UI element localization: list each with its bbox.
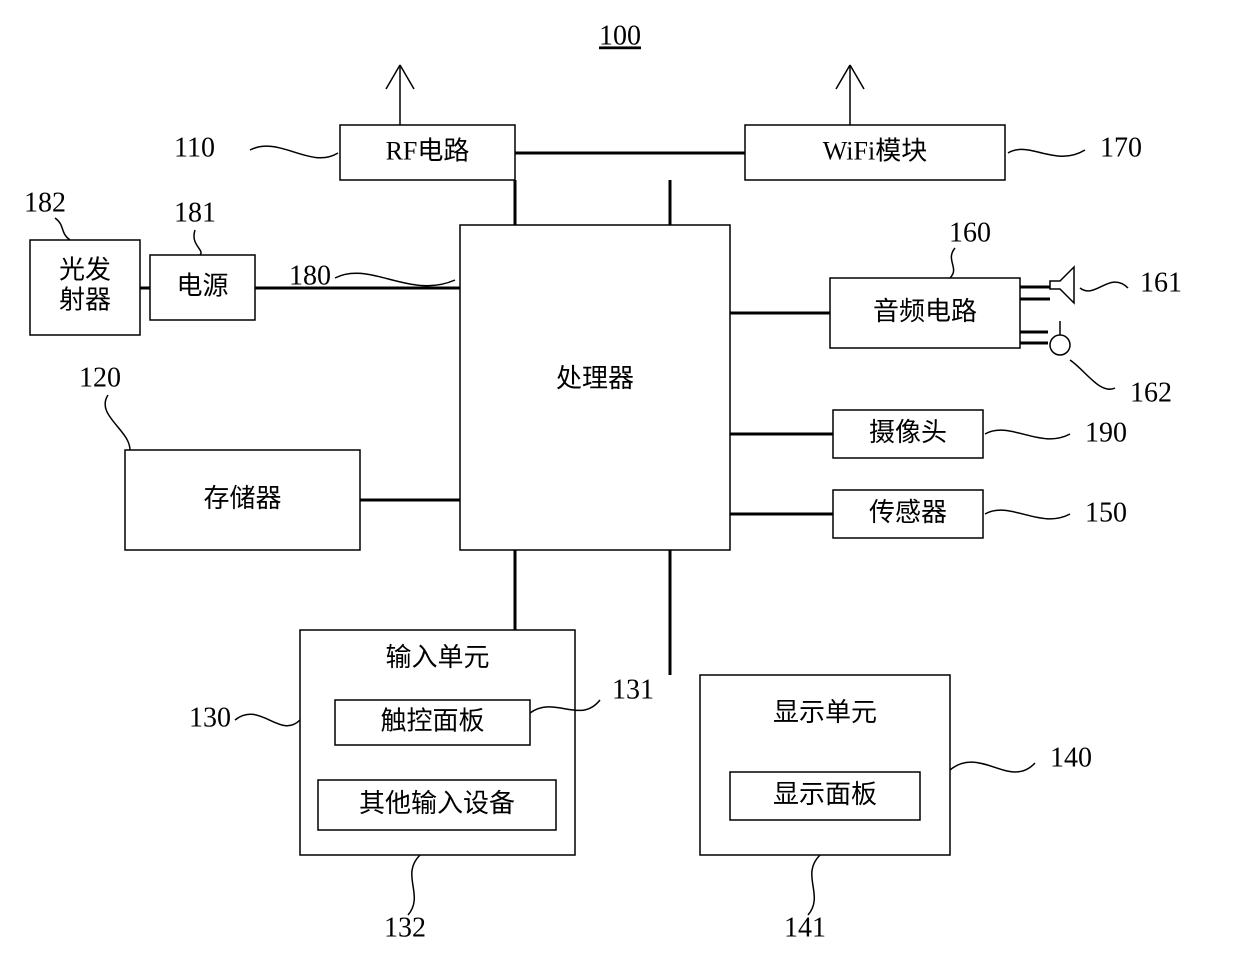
leader-l170 <box>1008 149 1085 156</box>
ref-170: 170 <box>1100 132 1142 163</box>
label-audio: 音频电路 <box>873 297 977 326</box>
ref-190: 190 <box>1085 417 1127 448</box>
figure-ref-100: 100 <box>599 20 641 51</box>
block-wifi: WiFi模块 <box>745 125 1005 180</box>
antenna-arm-l-rf <box>386 65 400 89</box>
block-processor: 处理器 <box>460 225 730 550</box>
label-camera: 摄像头 <box>869 418 947 447</box>
leader-l141 <box>808 855 820 915</box>
block-power: 电源 <box>150 255 255 320</box>
ref-161: 161 <box>1140 267 1182 298</box>
ref-162: 162 <box>1130 377 1172 408</box>
label-other_input: 其他输入设备 <box>359 789 515 818</box>
label-power: 电源 <box>176 271 228 300</box>
label-display_panel: 显示面板 <box>773 780 877 809</box>
ref-180: 180 <box>289 260 331 291</box>
label-processor: 处理器 <box>556 364 634 393</box>
antenna-arm-l-wifi <box>836 65 850 89</box>
ref-182: 182 <box>24 187 66 218</box>
ref-130: 130 <box>189 702 231 733</box>
ref-140: 140 <box>1050 742 1092 773</box>
leader-l181 <box>194 230 201 255</box>
block-audio: 音频电路 <box>830 278 1020 348</box>
block-touch_panel: 触控面板 <box>335 700 530 745</box>
ref-150: 150 <box>1085 497 1127 528</box>
ref-131: 131 <box>612 674 654 705</box>
antenna-arm-r-wifi <box>850 65 864 89</box>
leader-l150 <box>985 510 1070 519</box>
label-display_unit: 显示单元 <box>773 698 877 727</box>
block-emitter: 光发射器 <box>30 240 140 335</box>
ref-132: 132 <box>384 912 426 943</box>
label-touch_panel: 触控面板 <box>380 706 484 735</box>
leader-l180 <box>335 273 455 286</box>
ref-110: 110 <box>174 132 215 163</box>
leader-l132 <box>408 855 420 915</box>
block-sensor: 传感器 <box>833 490 983 538</box>
leader-l130 <box>235 714 300 726</box>
block-rf: RF电路 <box>340 125 515 180</box>
leader-l182 <box>55 218 70 240</box>
leader-l120 <box>105 395 130 450</box>
speaker-icon <box>1050 267 1074 303</box>
leader-l160 <box>950 248 955 278</box>
ref-181: 181 <box>174 197 216 228</box>
label-wifi: WiFi模块 <box>823 136 927 165</box>
leader-l190 <box>985 430 1070 439</box>
ref-141: 141 <box>784 912 826 943</box>
label-input_unit: 输入单元 <box>385 643 489 672</box>
leader-l162 <box>1070 360 1115 389</box>
block-display_unit: 显示单元 <box>700 675 950 855</box>
mic-icon <box>1050 335 1070 355</box>
block-other_input: 其他输入设备 <box>318 780 556 830</box>
leader-l110 <box>250 146 338 158</box>
leader-l140 <box>950 762 1035 772</box>
ref-120: 120 <box>79 362 121 393</box>
block-memory: 存储器 <box>125 450 360 550</box>
ref-160: 160 <box>949 217 991 248</box>
antenna-arm-r-rf <box>400 65 414 89</box>
label-emitter-l1: 射器 <box>59 285 111 314</box>
label-emitter-l0: 光发 <box>59 256 111 285</box>
leader-l161 <box>1080 282 1128 291</box>
label-memory: 存储器 <box>203 484 281 513</box>
label-sensor: 传感器 <box>869 498 947 527</box>
block-camera: 摄像头 <box>833 410 983 458</box>
label-rf: RF电路 <box>386 136 470 165</box>
block-display_panel: 显示面板 <box>730 772 920 820</box>
